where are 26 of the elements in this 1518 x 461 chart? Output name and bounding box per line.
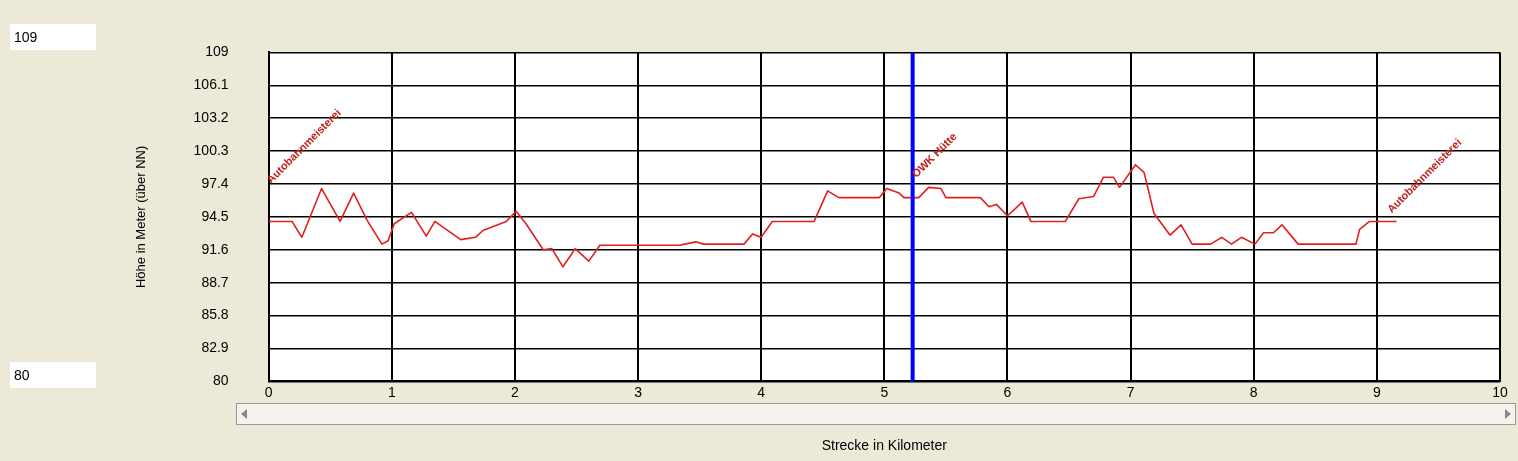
y-tick-label: 91.6 — [201, 240, 229, 257]
y-tick-label: 100.3 — [193, 141, 229, 158]
x-axis-title: Strecke in Kilometer — [821, 437, 948, 454]
y-tick-label: 94.5 — [201, 207, 229, 224]
y-tick-label: 109 — [205, 43, 229, 60]
x-tick-label: 8 — [1249, 383, 1258, 400]
x-tick-label: 2 — [511, 383, 520, 400]
x-tick-label: 1 — [387, 383, 396, 400]
y-tick-label: 85.8 — [201, 306, 229, 323]
x-tick-label: 4 — [757, 383, 766, 400]
x-tick-label: 6 — [1003, 383, 1012, 400]
x-tick-label: 9 — [1372, 383, 1381, 400]
y-axis-title: Höhe in Meter (über NN) — [133, 145, 149, 289]
text: 80 — [10, 362, 96, 388]
text: 109 — [10, 24, 96, 50]
x-tick-label: 5 — [880, 383, 889, 400]
y-tick-label: 103.2 — [193, 109, 229, 126]
x-tick-label: 10 — [1492, 383, 1508, 400]
x-tick-label: 0 — [264, 383, 273, 400]
y-tick-label: 97.4 — [201, 174, 229, 191]
y-tick-label: 80 — [213, 372, 229, 389]
y-tick-label: 82.9 — [201, 339, 229, 356]
x-tick-label: 7 — [1126, 383, 1135, 400]
x-tick-label: 3 — [634, 383, 643, 400]
y-tick-label: 88.7 — [201, 273, 229, 290]
y-tick-label: 106.1 — [193, 76, 229, 93]
